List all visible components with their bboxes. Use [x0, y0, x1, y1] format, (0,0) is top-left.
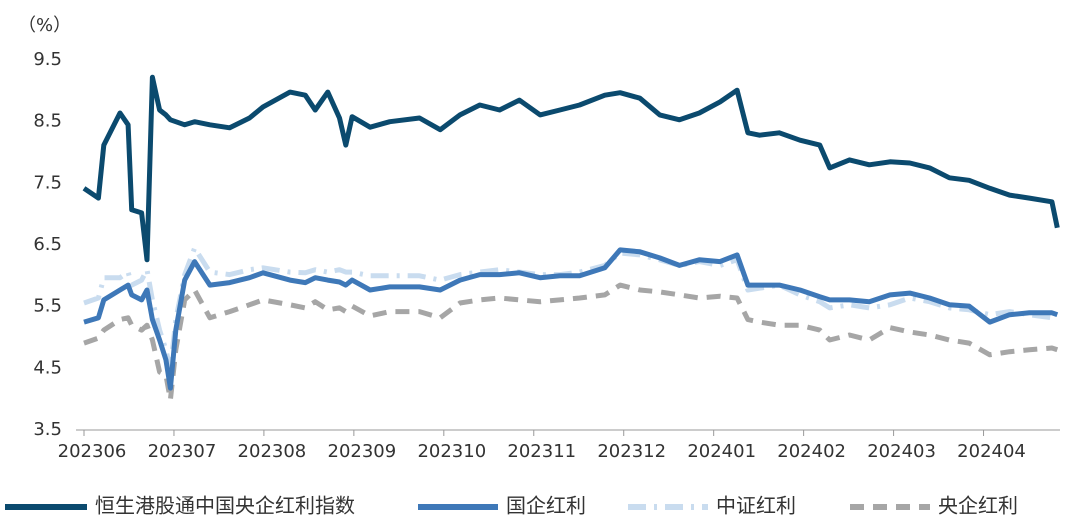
x-tick-label: 202312: [597, 441, 666, 462]
legend-label: 恒生港股通中国央企红利指数: [95, 494, 355, 518]
x-tick-label: 202402: [777, 441, 846, 462]
y-axis-label: （%）: [18, 15, 71, 36]
y-tick-label: 9.5: [33, 49, 62, 70]
x-tick-label: 202403: [867, 441, 936, 462]
x-tick-label: 202311: [507, 441, 576, 462]
series-line: [83, 282, 1059, 403]
y-tick-label: 5.5: [33, 296, 62, 317]
series-line: [83, 245, 1059, 373]
y-tick-label: 4.5: [33, 357, 62, 378]
y-tick-label: 3.5: [33, 419, 62, 440]
x-tick-label: 202307: [148, 441, 217, 462]
legend-label: 国企红利: [506, 494, 586, 518]
x-tick-label: 202308: [238, 441, 307, 462]
legend-label: 中证红利: [716, 494, 796, 518]
y-tick-label: 7.5: [33, 172, 62, 193]
x-tick-label: 202404: [957, 441, 1026, 462]
series-line: [82, 74, 1060, 263]
x-tick-label: 202310: [417, 441, 486, 462]
series-line: [83, 247, 1059, 391]
x-tick-label: 202401: [687, 441, 756, 462]
x-tick-label: 202306: [58, 441, 127, 462]
y-tick-label: 8.5: [33, 111, 62, 132]
x-tick-label: 202309: [328, 441, 397, 462]
legend-label: 央企红利: [938, 494, 1018, 518]
y-tick-label: 6.5: [33, 234, 62, 255]
